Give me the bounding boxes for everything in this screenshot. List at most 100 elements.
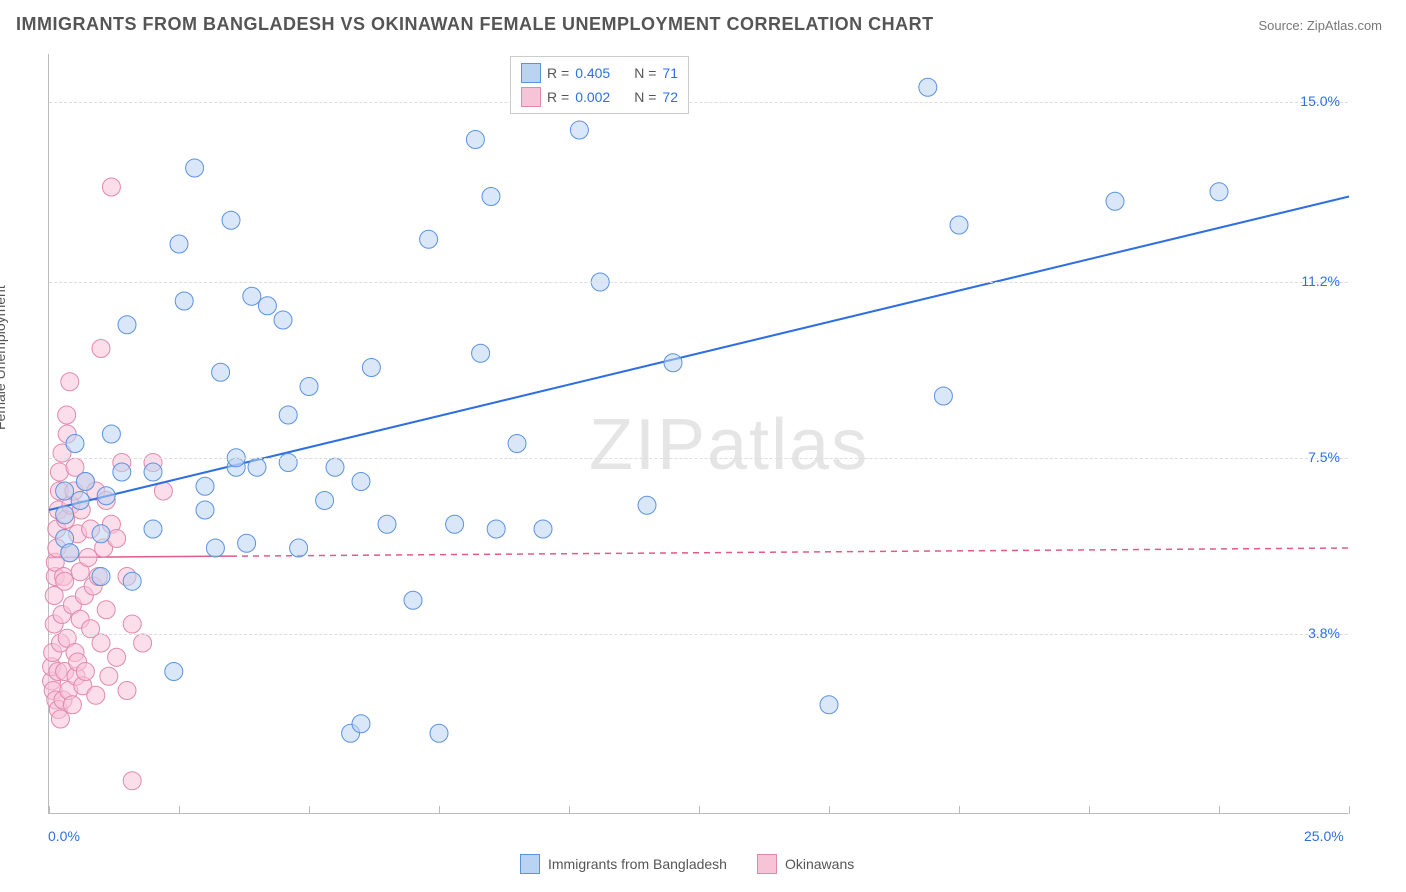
data-point (487, 520, 505, 538)
data-point (508, 435, 526, 453)
series-legend: Immigrants from Bangladesh Okinawans (520, 854, 854, 874)
x-tick-label: 0.0% (48, 828, 80, 844)
data-point (92, 634, 110, 652)
legend-swatch (521, 87, 541, 107)
data-point (664, 354, 682, 372)
data-point (238, 534, 256, 552)
r-label: R = (547, 65, 569, 81)
x-tick (1349, 806, 1350, 814)
x-tick (309, 806, 310, 814)
data-point (102, 178, 120, 196)
x-tick (49, 806, 50, 814)
data-point (466, 131, 484, 149)
data-point (352, 715, 370, 733)
x-tick (699, 806, 700, 814)
data-point (212, 363, 230, 381)
y-tick-label: 7.5% (1308, 449, 1340, 465)
data-point (56, 482, 74, 500)
data-point (446, 515, 464, 533)
n-label: N = (634, 65, 656, 81)
data-point (66, 435, 84, 453)
r-value: 0.405 (575, 65, 610, 81)
data-point (222, 211, 240, 229)
data-point (196, 501, 214, 519)
n-label: N = (634, 89, 656, 105)
legend-item: Okinawans (757, 854, 854, 874)
data-point (206, 539, 224, 557)
data-point (61, 544, 79, 562)
correlation-legend: R =0.405N =71R =0.002N =72 (510, 56, 689, 114)
data-point (300, 378, 318, 396)
data-point (97, 487, 115, 505)
data-point (279, 406, 297, 424)
data-point (316, 492, 334, 510)
x-tick (179, 806, 180, 814)
data-point (92, 340, 110, 358)
data-point (570, 121, 588, 139)
data-point (144, 520, 162, 538)
data-point (76, 473, 94, 491)
data-point (420, 230, 438, 248)
data-point (102, 425, 120, 443)
data-point (165, 663, 183, 681)
data-point (51, 710, 69, 728)
data-point (638, 496, 656, 514)
data-point (76, 663, 94, 681)
data-point (919, 78, 937, 96)
scatter-svg (49, 54, 1349, 814)
x-tick (1089, 806, 1090, 814)
data-point (326, 458, 344, 476)
data-point (290, 539, 308, 557)
data-point (118, 682, 136, 700)
data-point (123, 572, 141, 590)
n-value: 71 (662, 65, 678, 81)
data-point (123, 615, 141, 633)
legend-label: Immigrants from Bangladesh (548, 856, 727, 872)
source-attribution: Source: ZipAtlas.com (1258, 18, 1382, 33)
data-point (352, 473, 370, 491)
data-point (430, 724, 448, 742)
data-point (87, 686, 105, 704)
data-point (1210, 183, 1228, 201)
legend-swatch (757, 854, 777, 874)
x-tick (829, 806, 830, 814)
gridline (49, 102, 1348, 103)
data-point (279, 454, 297, 472)
data-point (274, 311, 292, 329)
data-point (950, 216, 968, 234)
data-point (362, 359, 380, 377)
x-tick (439, 806, 440, 814)
data-point (71, 492, 89, 510)
gridline (49, 282, 1348, 283)
data-point (820, 696, 838, 714)
r-label: R = (547, 89, 569, 105)
plot-area: ZIPatlas 3.8%7.5%11.2%15.0% (48, 54, 1348, 814)
data-point (186, 159, 204, 177)
data-point (79, 549, 97, 567)
y-tick-label: 15.0% (1300, 93, 1340, 109)
data-point (196, 477, 214, 495)
legend-stat-row: R = 0.405 N = 71 (521, 61, 678, 85)
data-point (92, 568, 110, 586)
data-point (934, 387, 952, 405)
data-point (118, 316, 136, 334)
data-point (97, 601, 115, 619)
data-point (56, 506, 74, 524)
data-point (134, 634, 152, 652)
x-tick (569, 806, 570, 814)
data-point (258, 297, 276, 315)
data-point (243, 287, 261, 305)
legend-swatch (520, 854, 540, 874)
chart-title: IMMIGRANTS FROM BANGLADESH VS OKINAWAN F… (16, 14, 934, 35)
legend-label: Okinawans (785, 856, 854, 872)
legend-item: Immigrants from Bangladesh (520, 854, 727, 874)
data-point (144, 463, 162, 481)
trend-line (231, 548, 1349, 556)
x-tick (1219, 806, 1220, 814)
data-point (404, 591, 422, 609)
gridline (49, 458, 1348, 459)
y-axis-label: Female Unemployment (0, 285, 8, 430)
correlation-chart: IMMIGRANTS FROM BANGLADESH VS OKINAWAN F… (0, 0, 1406, 892)
data-point (1106, 192, 1124, 210)
data-point (61, 373, 79, 391)
